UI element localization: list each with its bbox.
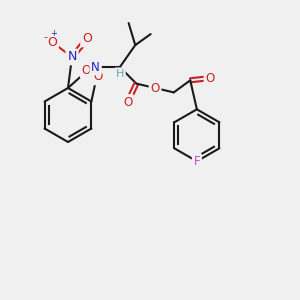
Text: O: O xyxy=(82,32,92,46)
Text: N: N xyxy=(91,61,100,74)
Text: H: H xyxy=(116,69,124,79)
Text: O: O xyxy=(82,64,91,77)
Text: +: + xyxy=(51,29,57,38)
Text: O: O xyxy=(206,72,215,85)
Text: O: O xyxy=(93,70,102,83)
Text: O: O xyxy=(150,82,160,94)
Text: N: N xyxy=(67,50,77,64)
Text: -: - xyxy=(43,32,47,42)
Text: O: O xyxy=(47,35,57,49)
Text: F: F xyxy=(194,155,200,168)
Text: O: O xyxy=(123,96,132,109)
